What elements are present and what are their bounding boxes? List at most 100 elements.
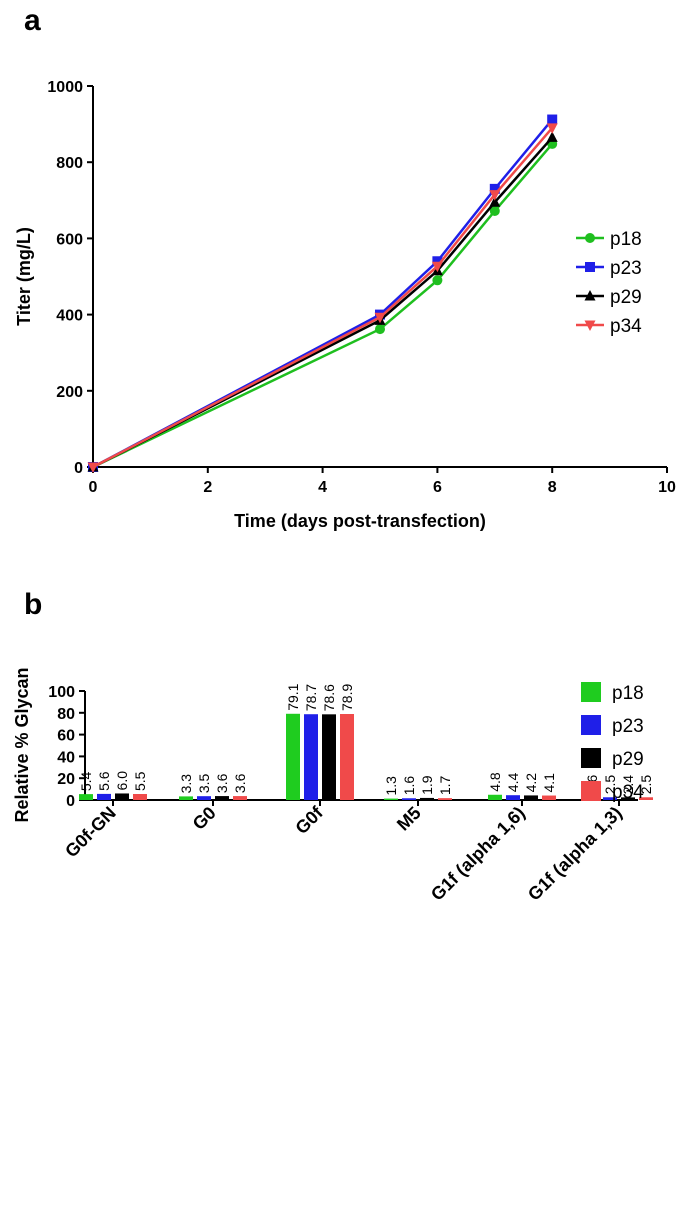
series-line-p23: [92, 118, 554, 469]
x-tick-label: M5: [393, 803, 425, 835]
series-line-p18: [92, 143, 554, 469]
bar-p29: [322, 714, 336, 800]
y-tick-label: 60: [57, 728, 75, 745]
bar-p34: [340, 713, 354, 800]
data-point-p34: [431, 261, 443, 273]
titer-line-chart: 0 200 400 600 800 1000 0 2 4 6 8 10 Time (days post-…: [14, 79, 676, 531]
data-point-p18: [375, 324, 385, 335]
bar-value-label: 4.1: [541, 773, 557, 793]
bar-value-label: 2.4: [620, 775, 636, 795]
legend-label-p23: p23: [612, 716, 644, 737]
y-tick-label: 200: [56, 384, 83, 401]
bar-value-label: 3.3: [178, 774, 194, 794]
data-point-p34: [489, 190, 501, 201]
data-point-p23: [432, 256, 443, 267]
series-p29: [87, 131, 558, 472]
data-point-p18: [432, 275, 443, 286]
x-tick-label: 8: [548, 479, 557, 496]
y-tick-label: 1000: [47, 79, 83, 96]
bar-value-label: 5.4: [78, 771, 94, 791]
bar-p23: [97, 793, 111, 800]
data-point-p29: [489, 196, 501, 207]
bar-p18: [286, 713, 300, 800]
data-point-p23: [489, 183, 500, 194]
bar-value-label: 78.9: [339, 684, 355, 711]
data-point-p34: [87, 462, 99, 473]
y-tick-label: 400: [56, 308, 83, 325]
bar-value-label: 1.9: [419, 775, 435, 795]
x-tick-label: G0f-GN: [61, 803, 120, 862]
data-point-p23: [547, 114, 558, 125]
legend-label-p34: p34: [612, 782, 644, 803]
bar-p29: [215, 796, 229, 800]
data-point-p29: [546, 131, 558, 142]
legend-label-p34: p34: [610, 316, 642, 337]
data-point-p34: [546, 123, 558, 134]
bar-p34: [542, 795, 556, 800]
x-tick-label: G1f (alpha 1,3): [524, 803, 626, 905]
bar-p18: [384, 798, 398, 800]
bar-p34: [639, 797, 653, 800]
bar-p34: [438, 798, 452, 800]
panel-b-letter: b: [24, 588, 43, 621]
bar-p23: [506, 795, 520, 800]
legend-marker-p18: [585, 233, 595, 243]
legend-swatch-p34: [581, 781, 601, 801]
bar-value-label: 3.6: [214, 773, 230, 793]
series-p34: [87, 123, 558, 473]
x-tick-label: 10: [658, 479, 676, 496]
bar-value-label: 2.5: [602, 775, 618, 795]
y-tick-label: 800: [56, 155, 83, 172]
bar-group-1: 3.3 3.5 3.6 3.6: [178, 773, 248, 800]
series-p18: [88, 138, 558, 472]
bar-p18: [79, 794, 93, 800]
legend-marker-p23: [585, 262, 595, 272]
bar-group-0: 5.4 5.6 6.0 5.5: [78, 771, 148, 800]
bar-p29: [420, 797, 434, 800]
legend-label-p29: p29: [612, 749, 644, 770]
y-tick-label: 100: [48, 684, 75, 701]
series-line-p34: [92, 127, 554, 469]
legend-label-p18: p18: [612, 683, 644, 704]
bar-p29: [621, 797, 635, 800]
bar-value-label: 5.6: [96, 771, 112, 791]
legend-label-p29: p29: [610, 287, 642, 308]
bar-p23: [197, 796, 211, 800]
x-tick-label: 6: [433, 479, 442, 496]
bar-value-label: 79.1: [285, 683, 301, 710]
bar-p23: [402, 798, 416, 800]
bar-p23: [304, 714, 318, 800]
y-tick-label: 0: [74, 460, 83, 477]
bar-p29: [115, 793, 129, 800]
y-axis-title: Titer (mg/L): [14, 227, 34, 326]
bar-p18: [488, 794, 502, 800]
x-tick-label: 0: [89, 479, 98, 496]
x-tick-label: 4: [318, 479, 327, 496]
bar-value-label: 78.7: [303, 684, 319, 711]
bar-group-2: 79.1 78.7 78.6 78.9: [285, 683, 355, 800]
bar-value-label: 1.3: [383, 776, 399, 796]
bar-value-label: 3.5: [196, 774, 212, 794]
glycan-bar-chart: 0 20 40 60 80 100 Relative % Glycan 5.4 5.6 6.0 5.…: [12, 667, 654, 904]
bar-value-label: 4.4: [505, 773, 521, 793]
y-tick-label: 80: [57, 706, 75, 723]
bar-value-label: 3.6: [232, 773, 248, 793]
y-tick-label: 20: [57, 771, 75, 788]
bar-group-3: 1.3 1.6 1.9 1.7: [383, 775, 453, 800]
data-point-p18: [489, 205, 500, 216]
bar-value-label: 4.2: [523, 773, 539, 793]
data-point-p34: [374, 312, 386, 324]
y-tick-label: 600: [56, 231, 83, 248]
bar-value-label: 78.6: [321, 684, 337, 711]
bar-value-label: 5.5: [132, 771, 148, 791]
legend-label-p18: p18: [610, 229, 642, 250]
series-line-p29: [92, 136, 554, 469]
series-p23: [88, 114, 558, 472]
legend-swatch-p18: [581, 682, 601, 702]
bar-p23: [603, 797, 617, 800]
x-tick-label: G1f (alpha 1,6): [427, 803, 529, 905]
x-axis-title: Time (days post-transfection): [234, 511, 486, 531]
y-tick-label: 40: [57, 749, 75, 766]
bar-value-label: 4.8: [487, 772, 503, 792]
